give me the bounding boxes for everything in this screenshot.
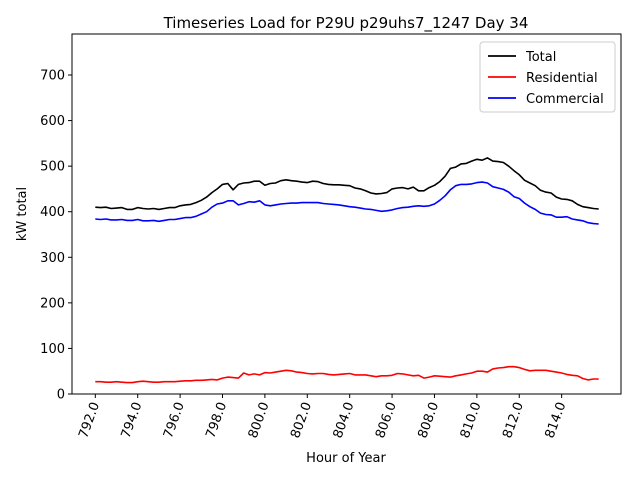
legend-label-total: Total: [525, 50, 556, 65]
series-line-residential: [95, 365, 599, 384]
y-tick-label: 0: [57, 388, 65, 403]
legend-label-residential: Residential: [526, 71, 598, 86]
y-tick-label: 700: [40, 69, 65, 84]
y-tick-label: 100: [40, 342, 65, 357]
y-axis: 0 100 200 300 400 500 600 700: [40, 69, 72, 403]
y-tick-label: 500: [40, 160, 65, 175]
y-tick-label: 600: [40, 114, 65, 129]
axes-frame: [71, 33, 622, 395]
y-tick-label: 400: [40, 205, 65, 220]
legend: Total Residential Commercial: [479, 41, 616, 113]
chart-title: Timeseries Load for P29U p29uhs7_1247 Da…: [163, 14, 529, 33]
series-line-total: [95, 157, 599, 211]
y-tick-label: 300: [40, 251, 65, 266]
plot-area: [95, 157, 599, 384]
legend-box: [479, 41, 616, 113]
y-axis-label: kW total: [15, 187, 30, 241]
y-tick-label: 200: [40, 296, 65, 311]
legend-label-commercial: Commercial: [526, 92, 604, 107]
x-axis-label: Hour of Year: [306, 451, 386, 466]
series-line-commercial: [95, 181, 599, 225]
